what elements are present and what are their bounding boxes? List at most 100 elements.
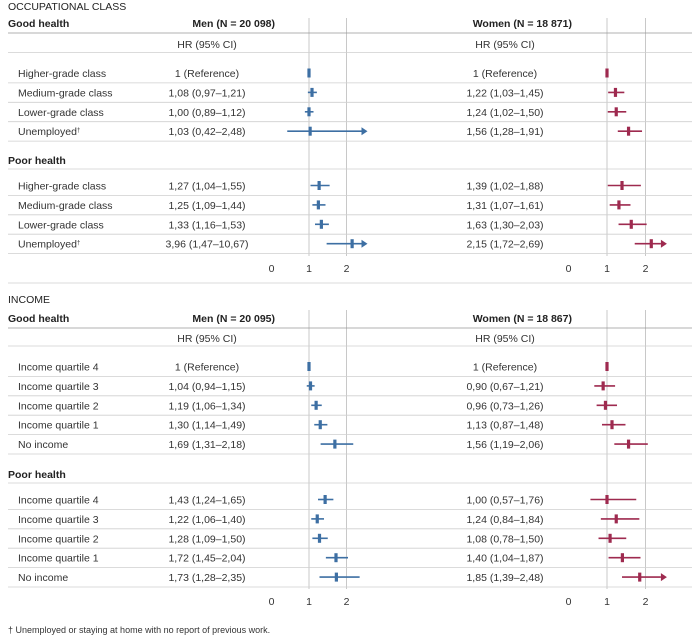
men-point-estimate [308,126,312,136]
men-point-estimate [315,514,319,524]
men-point-estimate [334,572,338,582]
men-hr-value: 1 (Reference) [175,68,239,80]
women-hr-value: 1,39 (1,02–1,88) [466,181,543,193]
row-label: No income [18,439,68,451]
men-hr-value: 1,43 (1,24–1,65) [168,495,245,507]
women-axis-tick: 1 [604,596,610,608]
men-point-estimate [350,239,354,249]
row-label: Lower-grade class [18,107,104,119]
men-hr-value: 1,00 (0,89–1,12) [168,107,245,119]
men-point-estimate [317,181,321,190]
women-point-estimate [601,381,605,391]
men-point-estimate [316,200,320,210]
row-label: No income [18,572,68,584]
women-point-estimate [620,181,624,190]
women-hr-value: 2,15 (1,72–2,69) [466,239,543,251]
women-point-estimate [608,533,612,543]
women-hr-value: 1,56 (1,19–2,06) [466,439,543,451]
men-ci-arrow [361,239,368,248]
women-hr-value: 1,63 (1,30–2,03) [466,219,543,231]
men-point-estimate [318,420,322,430]
men-hr-value: 1,69 (1,31–2,18) [168,439,245,451]
women-hr-value: 0,90 (0,67–1,21) [466,381,543,393]
women-point-estimate [626,439,631,449]
women-axis-tick: 2 [643,596,649,608]
dagger-mark: † [77,241,80,247]
men-hr-value: 1,30 (1,14–1,49) [168,420,245,432]
row-label: Medium-grade class [18,87,113,99]
row-label: Income quartile 2 [18,533,99,545]
men-header: Men (N = 20 095) [192,313,275,325]
group-title: Good health [8,313,69,325]
men-hr-value: 1,72 (1,45–2,04) [168,553,245,565]
group-title: Poor health [8,469,66,481]
women-point-estimate [614,514,618,524]
men-hr-header: HR (95% CI) [177,333,237,345]
men-point-estimate [307,68,311,78]
panel-title: INCOME [8,294,50,306]
panel-title: OCCUPATIONAL CLASS [8,1,126,13]
women-axis-tick: 0 [566,263,572,275]
men-point-estimate [307,362,311,371]
men-hr-value: 1 (Reference) [175,362,239,374]
women-hr-value: 1,08 (0,78–1,50) [466,533,543,545]
women-ci-arrow [660,573,667,582]
women-point-estimate [617,200,621,210]
men-hr-value: 1,22 (1,06–1,40) [168,514,245,526]
men-point-estimate [319,219,323,229]
row-label: Income quartile 4 [18,495,99,507]
men-hr-value: 1,25 (1,09–1,44) [168,200,245,212]
men-point-estimate [308,381,313,391]
women-header: Women (N = 18 867) [473,313,572,325]
men-point-estimate [334,553,338,563]
women-point-estimate [605,362,609,371]
women-point-estimate [626,126,631,136]
men-point-estimate [310,87,314,97]
women-point-estimate [649,239,653,249]
men-hr-value: 1,73 (1,28–2,35) [168,572,245,584]
women-hr-value: 0,96 (0,73–1,26) [466,400,543,412]
row-label: Medium-grade class [18,200,113,212]
group-title: Poor health [8,155,66,167]
women-hr-value: 1,85 (1,39–2,48) [466,572,543,584]
men-point-estimate [317,533,322,543]
footnote: † Unemployed or staying at home with no … [8,625,270,635]
women-point-estimate [610,420,614,430]
women-point-estimate [614,107,618,117]
men-hr-value: 1,28 (1,09–1,50) [168,533,245,545]
women-hr-value: 1,13 (0,87–1,48) [466,420,543,432]
row-label: Income quartile 4 [18,362,99,374]
women-axis-tick: 2 [643,263,649,275]
women-ci-arrow [660,239,667,248]
men-point-estimate [314,400,318,410]
men-axis-tick: 0 [269,596,275,608]
row-label: Higher-grade class [18,68,106,80]
row-label: Income quartile 3 [18,381,99,393]
row-label: Lower-grade class [18,219,104,231]
women-hr-value: 1,22 (1,03–1,45) [466,87,543,99]
row-label: Unemployed† [18,126,80,138]
men-axis-tick: 0 [269,263,275,275]
women-point-estimate [629,219,633,229]
dagger-mark: † [77,128,80,134]
men-hr-value: 1,19 (1,06–1,34) [168,400,245,412]
men-hr-value: 1,27 (1,04–1,55) [168,181,245,193]
women-point-estimate [605,68,609,78]
women-hr-value: 1,24 (1,02–1,50) [466,107,543,119]
row-label: Income quartile 3 [18,514,99,526]
women-axis-tick: 0 [566,596,572,608]
row-label: Unemployed† [18,239,80,251]
row-label: Income quartile 2 [18,400,99,412]
row-label: Higher-grade class [18,181,106,193]
men-axis-tick: 2 [344,263,350,275]
men-hr-value: 1,03 (0,42–2,48) [168,126,245,138]
men-hr-value: 1,04 (0,94–1,15) [168,381,245,393]
women-point-estimate [605,495,609,504]
women-hr-value: 1 (Reference) [473,68,537,80]
women-hr-value: 1,31 (1,07–1,61) [466,200,543,212]
women-hr-value: 1,56 (1,28–1,91) [466,126,543,138]
men-header: Men (N = 20 098) [192,18,275,30]
women-header: Women (N = 18 871) [473,18,572,30]
women-hr-value: 1,00 (0,57–1,76) [466,495,543,507]
women-hr-value: 1,40 (1,04–1,87) [466,553,543,565]
